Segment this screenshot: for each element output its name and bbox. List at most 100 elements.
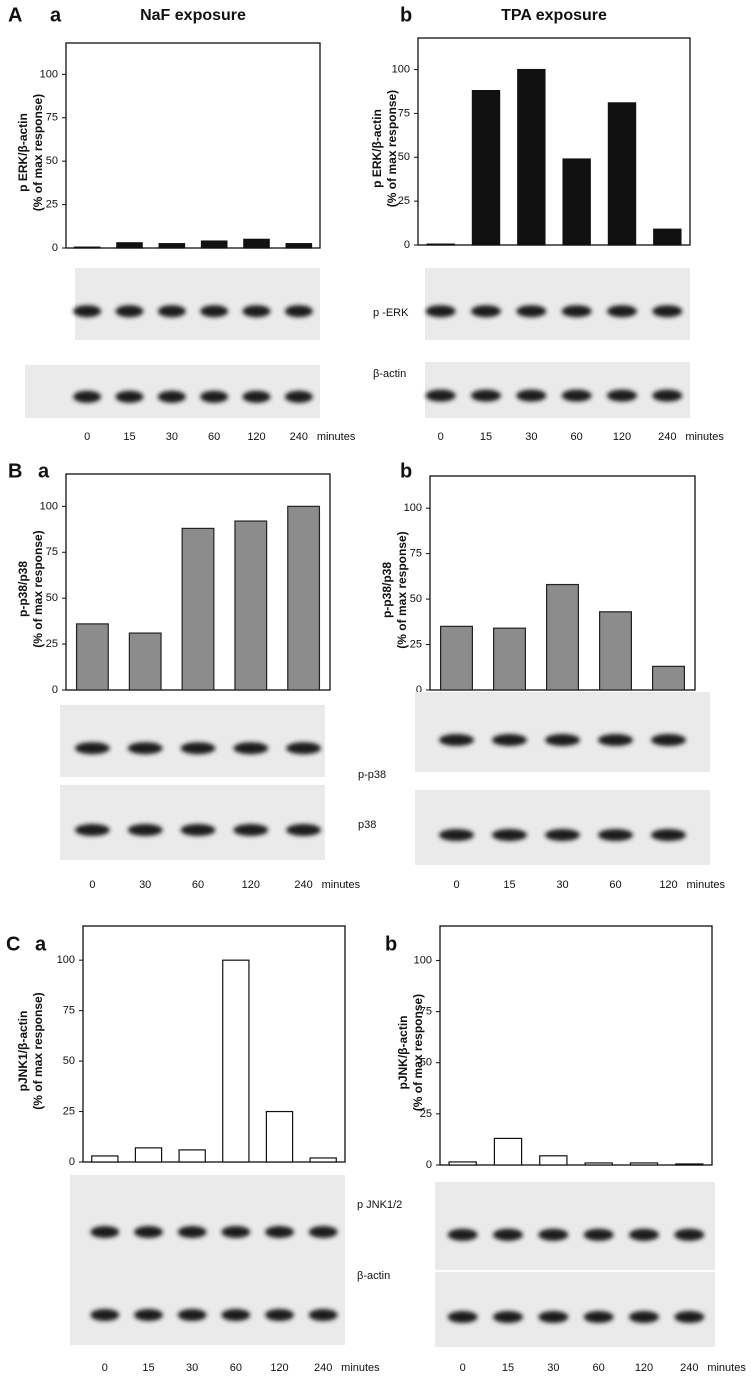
lane-label: 30 xyxy=(186,1362,198,1374)
y-tick-label: 50 xyxy=(420,1057,432,1069)
y-axis-label: p-p38/p38 xyxy=(16,561,30,617)
panel-letter: C xyxy=(6,933,20,955)
blot-band xyxy=(516,305,547,318)
x-axis-label: minutes xyxy=(341,1362,380,1374)
y-tick-label: 25 xyxy=(420,1108,432,1120)
y-axis-label: pJNK1/β-actin xyxy=(16,1011,30,1092)
blot-band xyxy=(74,824,110,836)
y-tick-label: 100 xyxy=(392,63,410,75)
subpanel-letter: a xyxy=(38,460,50,482)
blot-band xyxy=(242,305,271,318)
blot-band xyxy=(115,305,144,318)
y-axis-label: (% of max response) xyxy=(395,531,409,648)
bar xyxy=(287,505,321,691)
blot-background xyxy=(425,268,690,340)
blot-background xyxy=(435,1182,715,1270)
y-tick-label: 50 xyxy=(63,1055,75,1067)
blot-band xyxy=(200,305,229,318)
blot-background xyxy=(75,268,320,340)
plot-frame xyxy=(417,37,691,246)
lane-label: 0 xyxy=(460,1362,466,1374)
blot-band xyxy=(471,305,501,318)
blot-background xyxy=(60,785,325,860)
blot-band xyxy=(607,305,637,318)
bar xyxy=(158,243,186,249)
blot-band xyxy=(233,742,269,755)
blot-band xyxy=(180,742,216,755)
y-axis-label: p ERK/β-actin xyxy=(370,109,384,188)
blot-band xyxy=(134,1226,163,1238)
bar xyxy=(539,1155,568,1166)
y-tick-label: 100 xyxy=(404,502,422,514)
y-tick-label: 50 xyxy=(46,592,58,604)
y-axis-label: (% of max response) xyxy=(31,94,45,211)
lane-label: 240 xyxy=(680,1362,698,1374)
blot-background xyxy=(60,705,325,777)
y-tick-label: 0 xyxy=(426,1159,432,1171)
blot-band xyxy=(629,1228,659,1241)
blot-band xyxy=(221,1309,251,1321)
blot-band xyxy=(308,1226,338,1238)
bar xyxy=(545,583,579,691)
x-axis-label: minutes xyxy=(685,431,724,443)
bar xyxy=(265,1110,294,1163)
y-tick-label: 75 xyxy=(46,112,58,124)
plot-frame xyxy=(82,925,346,1163)
blot-band xyxy=(652,389,683,402)
y-tick-label: 0 xyxy=(52,684,58,696)
bar xyxy=(426,243,455,246)
y-tick-label: 75 xyxy=(63,1005,75,1017)
lane-label: 0 xyxy=(89,879,95,891)
bar xyxy=(517,68,546,246)
blot-band xyxy=(598,829,633,841)
blot-band xyxy=(74,742,110,755)
blot-band xyxy=(516,389,547,402)
lane-label: 30 xyxy=(139,879,151,891)
blot-band xyxy=(134,1309,163,1321)
y-tick-label: 100 xyxy=(414,954,432,966)
bar xyxy=(91,1155,119,1163)
subpanel-letter: a xyxy=(50,4,62,26)
blot-band xyxy=(127,742,163,755)
lane-label: 60 xyxy=(571,431,583,443)
y-axis-label: (% of max response) xyxy=(385,90,399,207)
blot-label: p JNK1/2 xyxy=(357,1199,402,1211)
lane-label: 15 xyxy=(503,879,515,891)
subpanel-letter: a xyxy=(35,933,47,955)
lane-label: 120 xyxy=(613,431,631,443)
lane-label: 30 xyxy=(547,1362,559,1374)
blot-background xyxy=(415,692,710,772)
blot-band xyxy=(447,1311,478,1323)
bar xyxy=(181,527,215,691)
blot-band xyxy=(265,1226,294,1238)
blot-label: p38 xyxy=(358,819,376,831)
lane-label: 120 xyxy=(270,1362,288,1374)
y-tick-label: 75 xyxy=(46,546,58,558)
lane-label: 240 xyxy=(658,431,676,443)
blot-band xyxy=(493,1228,523,1241)
x-axis-label: minutes xyxy=(317,431,356,443)
blot-band xyxy=(545,734,580,746)
blot-band xyxy=(425,305,456,318)
bar xyxy=(584,1162,613,1166)
bar xyxy=(222,959,250,1163)
y-tick-label: 50 xyxy=(46,155,58,167)
blot-band xyxy=(561,389,592,402)
blot-band xyxy=(598,734,633,746)
blot-band xyxy=(90,1309,120,1321)
y-tick-label: 0 xyxy=(404,239,410,251)
blot-band xyxy=(284,390,313,403)
bar xyxy=(493,1137,523,1166)
plot-frame xyxy=(65,42,321,249)
lane-label: 0 xyxy=(453,879,459,891)
lane-label: 15 xyxy=(480,431,492,443)
bar xyxy=(651,665,685,691)
lane-label: 60 xyxy=(192,879,204,891)
blot-band xyxy=(284,305,313,318)
y-tick-label: 75 xyxy=(420,1005,432,1017)
bar xyxy=(471,89,501,246)
lane-label: 15 xyxy=(123,431,135,443)
blot-band xyxy=(73,390,102,403)
lane-label: 120 xyxy=(635,1362,653,1374)
y-axis-label: (% of max response) xyxy=(411,994,425,1111)
